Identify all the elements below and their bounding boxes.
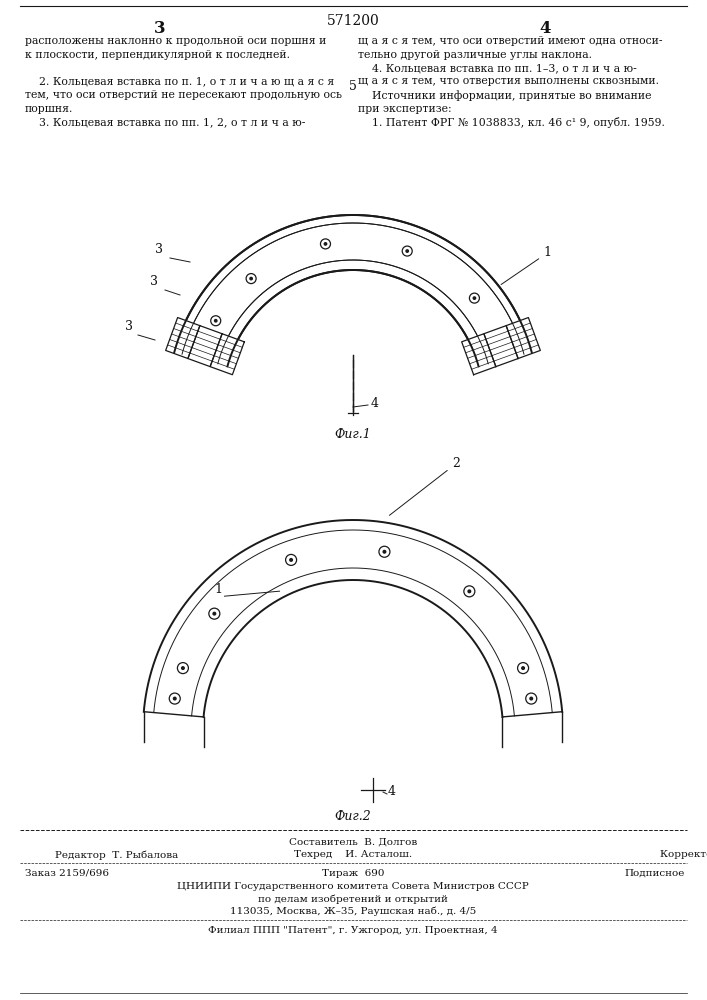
Text: Источники информации, принятые во внимание: Источники информации, принятые во вниман…: [358, 90, 651, 101]
Polygon shape: [165, 318, 200, 359]
Text: Заказ 2159/696: Заказ 2159/696: [25, 869, 109, 878]
Text: 2: 2: [390, 457, 460, 515]
Circle shape: [209, 608, 220, 619]
Text: тем, что оси отверстий не пересекают продольную ось: тем, что оси отверстий не пересекают про…: [25, 90, 342, 100]
Polygon shape: [484, 326, 518, 367]
Text: щ а я с я тем, что оси отверстий имеют одна относи-: щ а я с я тем, что оси отверстий имеют о…: [358, 36, 662, 46]
Text: ЦНИИПИ Государственного комитета Совета Министров СССР: ЦНИИПИ Государственного комитета Совета …: [177, 882, 529, 891]
Circle shape: [290, 559, 293, 561]
Text: 3: 3: [155, 243, 163, 256]
Text: при экспертизе:: при экспертизе:: [358, 104, 452, 113]
Circle shape: [402, 246, 412, 256]
Text: 1: 1: [214, 583, 223, 596]
Text: 3: 3: [154, 20, 166, 37]
Circle shape: [211, 316, 221, 326]
Circle shape: [469, 293, 479, 303]
Circle shape: [518, 663, 529, 674]
Text: Подписное: Подписное: [624, 869, 685, 878]
Circle shape: [214, 320, 217, 322]
Circle shape: [468, 590, 471, 593]
Text: 3: 3: [125, 320, 133, 333]
Text: 5: 5: [349, 81, 357, 94]
Text: 4. Кольцевая вставка по пп. 1–3, о т л и ч а ю-: 4. Кольцевая вставка по пп. 1–3, о т л и…: [358, 63, 637, 73]
Circle shape: [473, 297, 476, 299]
Text: щ а я с я тем, что отверстия выполнены сквозными.: щ а я с я тем, что отверстия выполнены с…: [358, 77, 659, 87]
Circle shape: [177, 663, 189, 674]
Text: Корректор   И. Гоксич: Корректор И. Гоксич: [660, 850, 707, 859]
Text: Фиг.2: Фиг.2: [334, 810, 371, 823]
Text: 3. Кольцевая вставка по пп. 1, 2, о т л и ч а ю-: 3. Кольцевая вставка по пп. 1, 2, о т л …: [25, 117, 305, 127]
Text: Составитель  В. Долгов: Составитель В. Долгов: [289, 838, 417, 847]
Polygon shape: [210, 334, 245, 375]
Circle shape: [250, 277, 252, 280]
Circle shape: [406, 250, 409, 252]
Text: 1. Патент ФРГ № 1038833, кл. 46 с¹ 9, опубл. 1959.: 1. Патент ФРГ № 1038833, кл. 46 с¹ 9, оп…: [358, 117, 665, 128]
Polygon shape: [188, 326, 222, 367]
Text: 3: 3: [150, 275, 158, 288]
Text: поршня.: поршня.: [25, 104, 74, 113]
Text: по делам изобретений и открытий: по делам изобретений и открытий: [258, 894, 448, 904]
Circle shape: [530, 697, 532, 700]
Circle shape: [325, 243, 327, 245]
Circle shape: [246, 274, 256, 284]
Circle shape: [526, 693, 537, 704]
Polygon shape: [506, 318, 540, 359]
Circle shape: [464, 586, 475, 597]
Text: расположены наклонно к продольной оси поршня и: расположены наклонно к продольной оси по…: [25, 36, 327, 46]
Text: 113035, Москва, Ж–35, Раушская наб., д. 4/5: 113035, Москва, Ж–35, Раушская наб., д. …: [230, 906, 476, 916]
Circle shape: [383, 550, 386, 553]
Circle shape: [213, 612, 216, 615]
Text: Филиал ППП "Патент", г. Ужгород, ул. Проектная, 4: Филиал ППП "Патент", г. Ужгород, ул. Про…: [208, 926, 498, 935]
Text: Фиг.1: Фиг.1: [334, 428, 371, 441]
Text: Техред    И. Асталош.: Техред И. Асталош.: [294, 850, 412, 859]
Text: 4: 4: [388, 785, 396, 798]
Circle shape: [173, 697, 176, 700]
Text: к плоскости, перпендикулярной к последней.: к плоскости, перпендикулярной к последне…: [25, 49, 290, 60]
Circle shape: [379, 546, 390, 557]
Circle shape: [182, 667, 185, 669]
Text: 571200: 571200: [327, 14, 380, 28]
Circle shape: [522, 667, 525, 669]
Circle shape: [320, 239, 330, 249]
Text: Редактор  Т. Рыбалова: Редактор Т. Рыбалова: [55, 850, 178, 859]
Text: 4: 4: [539, 20, 551, 37]
Circle shape: [286, 554, 297, 565]
Text: 4: 4: [371, 397, 379, 410]
Text: тельно другой различные углы наклона.: тельно другой различные углы наклона.: [358, 49, 592, 60]
Text: Тираж  690: Тираж 690: [322, 869, 384, 878]
Circle shape: [169, 693, 180, 704]
Polygon shape: [462, 334, 496, 375]
Text: 2. Кольцевая вставка по п. 1, о т л и ч а ю щ а я с я: 2. Кольцевая вставка по п. 1, о т л и ч …: [25, 77, 334, 87]
Text: 1: 1: [501, 246, 551, 285]
